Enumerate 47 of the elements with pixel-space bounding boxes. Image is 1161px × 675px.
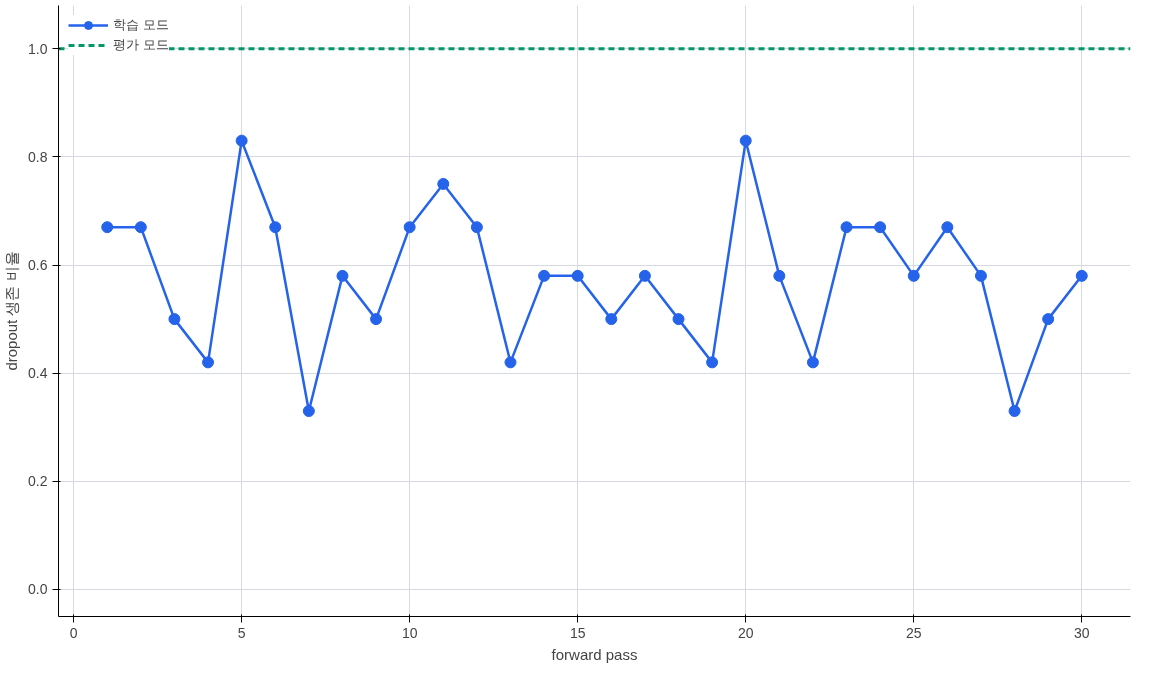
point [470, 221, 483, 234]
ref-line-label: 평가 모드 [113, 36, 169, 54]
y-tick-label: 0.4 [28, 365, 48, 382]
point [840, 221, 853, 234]
point [403, 221, 416, 234]
point [1075, 269, 1088, 282]
point [336, 269, 349, 282]
x-tick-label: 0 [69, 624, 78, 641]
point [974, 269, 987, 282]
point [101, 221, 114, 234]
point [504, 356, 517, 369]
point [302, 405, 315, 418]
legend-label: 학습 모드 [113, 16, 169, 34]
point [739, 134, 752, 147]
point [202, 356, 215, 369]
point [874, 221, 887, 234]
point [168, 313, 181, 326]
point [638, 269, 651, 282]
point [672, 313, 685, 326]
point [538, 269, 551, 282]
x-tick-label: 15 [569, 624, 586, 641]
point [605, 313, 618, 326]
y-axis-title: dropout 생존 비율 [3, 251, 21, 371]
y-tick-label: 0.6 [28, 257, 48, 274]
y-tick-label: 1.0 [28, 40, 48, 57]
point [134, 221, 147, 234]
x-tick-label: 5 [237, 624, 246, 641]
y-tick-label: 0.2 [28, 473, 48, 490]
x-tick-label: 25 [905, 624, 922, 641]
point [706, 356, 719, 369]
point [437, 177, 450, 190]
point [1042, 313, 1055, 326]
y-tick-label: 0.8 [28, 148, 48, 165]
y-tick-label: 0.0 [28, 581, 48, 598]
point [806, 356, 819, 369]
point [370, 313, 383, 326]
x-tick-label: 30 [1073, 624, 1090, 641]
point [269, 221, 282, 234]
point [1008, 405, 1021, 418]
x-tick-label: 10 [401, 624, 418, 641]
point [235, 134, 248, 147]
point [941, 221, 954, 234]
point [907, 269, 920, 282]
x-axis-title: forward pass [551, 645, 638, 663]
x-tick-label: 20 [737, 624, 754, 641]
point [571, 269, 584, 282]
point [773, 269, 786, 282]
